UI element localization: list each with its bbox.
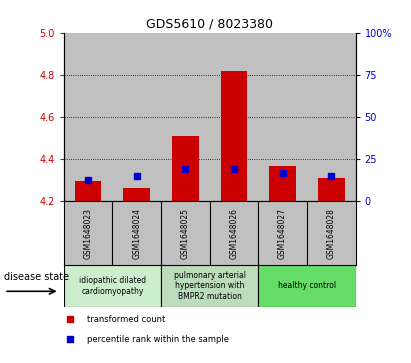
Text: disease state: disease state bbox=[4, 272, 69, 282]
Bar bbox=[258, 33, 307, 201]
Bar bbox=[221, 71, 247, 201]
Bar bbox=[161, 265, 258, 307]
Text: GSM1648025: GSM1648025 bbox=[181, 208, 190, 259]
Text: healthy control: healthy control bbox=[278, 281, 336, 290]
Bar bbox=[258, 265, 356, 307]
Bar bbox=[172, 136, 199, 201]
Bar bbox=[123, 188, 150, 201]
Bar bbox=[269, 166, 296, 201]
Text: idiopathic dilated
cardiomyopathy: idiopathic dilated cardiomyopathy bbox=[79, 276, 146, 295]
Bar bbox=[112, 33, 161, 201]
Bar bbox=[161, 33, 210, 201]
Bar bbox=[318, 178, 344, 201]
Text: percentile rank within the sample: percentile rank within the sample bbox=[87, 335, 229, 344]
Text: pulmonary arterial
hypertension with
BMPR2 mutation: pulmonary arterial hypertension with BMP… bbox=[173, 271, 246, 301]
Bar bbox=[210, 33, 258, 201]
Bar bbox=[64, 265, 161, 307]
Bar bbox=[75, 182, 102, 201]
Text: GSM1648028: GSM1648028 bbox=[327, 208, 336, 259]
Text: transformed count: transformed count bbox=[87, 315, 165, 324]
Bar bbox=[64, 33, 112, 201]
Text: GSM1648026: GSM1648026 bbox=[229, 208, 238, 259]
Text: GSM1648027: GSM1648027 bbox=[278, 208, 287, 259]
Text: GSM1648023: GSM1648023 bbox=[83, 208, 92, 259]
Bar bbox=[307, 33, 356, 201]
Title: GDS5610 / 8023380: GDS5610 / 8023380 bbox=[146, 17, 273, 30]
Text: GSM1648024: GSM1648024 bbox=[132, 208, 141, 259]
